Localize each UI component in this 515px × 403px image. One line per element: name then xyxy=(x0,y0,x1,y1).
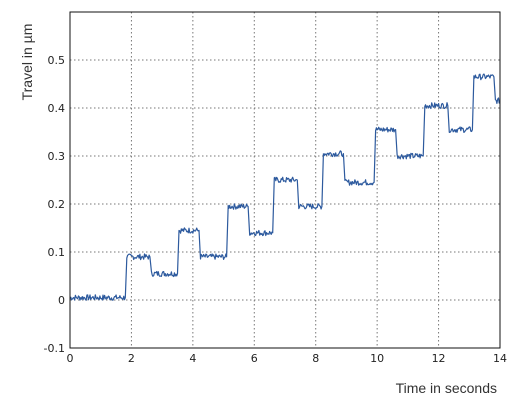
tick-labels: 0 2 4 6 8 10 12 14-0.100.10.20.30.40.5 xyxy=(44,54,507,365)
x-tick-label: 2 xyxy=(128,352,135,365)
x-tick-label: 4 xyxy=(189,352,196,365)
y-tick-label: -0.1 xyxy=(44,342,65,355)
x-tick-label: 14 xyxy=(493,352,507,365)
plot-frame xyxy=(69,11,501,349)
x-tick-label: 12 xyxy=(432,352,446,365)
x-tick-label: 6 xyxy=(251,352,258,365)
y-tick-label: 0.1 xyxy=(48,246,66,259)
series-layer xyxy=(69,73,501,301)
x-tick-label: 10 xyxy=(370,352,384,365)
x-tick-label: 8 xyxy=(312,352,319,365)
y-axis-title: Travel in µm xyxy=(19,24,35,101)
series-line xyxy=(69,73,501,301)
y-tick-label: 0.3 xyxy=(48,150,66,163)
y-tick-label: 0.4 xyxy=(48,102,66,115)
y-tick-label: 0 xyxy=(58,294,65,307)
y-tick-label: 0.2 xyxy=(48,198,66,211)
x-axis-title: Time in seconds xyxy=(396,380,497,396)
y-tick-label: 0.5 xyxy=(48,54,66,67)
gridlines xyxy=(70,12,500,348)
x-tick-label: 0 xyxy=(67,352,74,365)
